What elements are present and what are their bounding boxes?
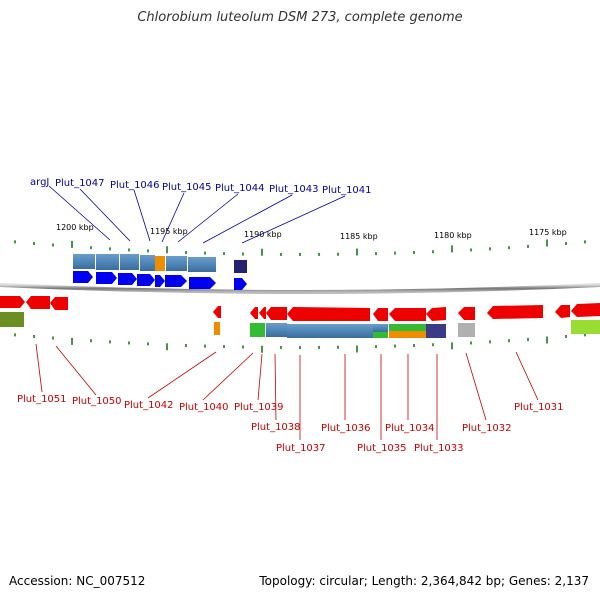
- gene-labels-top: argJ Plut_1047 Plut_1046 Plut_1045 Plut_…: [30, 177, 372, 196]
- cog-segment: [73, 254, 95, 269]
- gene-arrow: [234, 278, 247, 290]
- scale-label-1190: 1190 kbp: [244, 230, 282, 239]
- cog-segment: [373, 324, 388, 332]
- gene-arrow: [571, 303, 600, 317]
- scale-label-1180: 1180 kbp: [434, 231, 472, 240]
- gene-arrow: [458, 307, 475, 320]
- gene-label-plut-1045[interactable]: Plut_1045: [162, 182, 212, 193]
- gene-arrow: [266, 307, 287, 320]
- cog-bar-bottom: [0, 312, 600, 338]
- gene-label-plut-1038[interactable]: Plut_1038: [251, 422, 301, 433]
- gene-arrow: [96, 272, 117, 284]
- gene-label-plut-1046[interactable]: Plut_1046: [110, 180, 160, 191]
- gene-label-plut-1039[interactable]: Plut_1039: [234, 402, 284, 413]
- gene-arrow: [0, 296, 25, 308]
- gene-arrow: [426, 307, 446, 321]
- cog-segment: [188, 257, 216, 272]
- reverse-strand-genes: [0, 296, 600, 321]
- scale-ticks-bottom: [14, 333, 586, 353]
- cog-segment: [214, 322, 220, 335]
- cog-segment: [234, 260, 247, 273]
- scale-labels: 1200 kbp 1195 kbp 1190 kbp 1185 kbp 1180…: [56, 223, 567, 241]
- genome-backbone: [0, 283, 600, 294]
- gene-label-plut-1036[interactable]: Plut_1036: [321, 423, 371, 434]
- gene-arrow: [73, 271, 93, 283]
- gene-arrow: [287, 307, 370, 321]
- gene-label-plut-1031[interactable]: Plut_1031: [514, 402, 564, 413]
- gene-label-plut-1043[interactable]: Plut_1043: [269, 184, 319, 195]
- leader-lines-top: [48, 185, 346, 244]
- gene-label-plut-1051[interactable]: Plut_1051: [17, 394, 67, 405]
- map-title: Chlorobium luteolum DSM 273, complete ge…: [137, 10, 463, 25]
- gene-arrow: [189, 277, 216, 289]
- leader-lines-bottom: [35, 343, 539, 440]
- gene-arrow: [213, 306, 221, 318]
- cog-segment: [96, 254, 119, 270]
- cog-segment: [389, 331, 426, 338]
- gene-arrow: [50, 297, 68, 310]
- gene-arrow: [373, 308, 388, 321]
- gene-label-plut-1050[interactable]: Plut_1050: [72, 396, 122, 407]
- cog-segment: [120, 254, 139, 270]
- scale-ticks-top: [14, 239, 586, 256]
- gene-arrow: [487, 305, 543, 319]
- gene-label-plut-1033[interactable]: Plut_1033: [414, 443, 464, 454]
- scale-label-1195: 1195 kbp: [150, 227, 188, 236]
- accession-text: Accession: NC_007512: [9, 574, 146, 588]
- cog-segment: [0, 312, 24, 327]
- gene-arrow: [26, 296, 50, 309]
- cog-segment: [426, 324, 446, 338]
- gene-label-plut-1035[interactable]: Plut_1035: [357, 443, 407, 454]
- scale-label-1175: 1175 kbp: [529, 228, 567, 237]
- gene-arrow: [389, 308, 426, 321]
- gene-arrow: [555, 305, 570, 318]
- gene-label-plut-1032[interactable]: Plut_1032: [462, 423, 512, 434]
- gene-arrow: [259, 307, 266, 319]
- gene-label-plut-1034[interactable]: Plut_1034: [385, 423, 435, 434]
- scale-label-1200: 1200 kbp: [56, 223, 94, 232]
- cog-segment: [166, 256, 187, 271]
- forward-strand-genes: [73, 271, 247, 290]
- gene-arrow: [250, 307, 258, 319]
- cog-segment: [373, 332, 388, 338]
- cog-segment: [155, 256, 165, 271]
- cog-segment: [140, 255, 155, 271]
- scale-label-1185: 1185 kbp: [340, 232, 378, 241]
- cog-segment: [571, 320, 600, 334]
- gene-label-plut-1041[interactable]: Plut_1041: [322, 185, 372, 196]
- topology-text: Topology: circular; Length: 2,364,842 bp…: [259, 574, 589, 588]
- gene-label-plut-1044[interactable]: Plut_1044: [215, 183, 265, 194]
- gene-arrow: [165, 275, 187, 287]
- gene-label-plut-1042[interactable]: Plut_1042: [124, 400, 174, 411]
- cog-segment: [458, 323, 475, 337]
- gene-labels-bottom: Plut_1051 Plut_1050 Plut_1042 Plut_1040 …: [17, 394, 564, 454]
- gene-label-plut-1047[interactable]: Plut_1047: [55, 178, 105, 189]
- cog-segment: [250, 323, 265, 337]
- cog-segment: [389, 324, 426, 331]
- cog-bar-top: [73, 254, 247, 273]
- cog-segment: [266, 323, 287, 337]
- gene-arrow: [137, 274, 155, 286]
- cog-segment: [287, 324, 373, 338]
- gene-label-plut-1037[interactable]: Plut_1037: [276, 443, 326, 454]
- gene-arrow: [118, 273, 137, 285]
- gene-arrow: [155, 275, 165, 287]
- gene-label-argj[interactable]: argJ: [30, 177, 49, 188]
- gene-label-plut-1040[interactable]: Plut_1040: [179, 402, 229, 413]
